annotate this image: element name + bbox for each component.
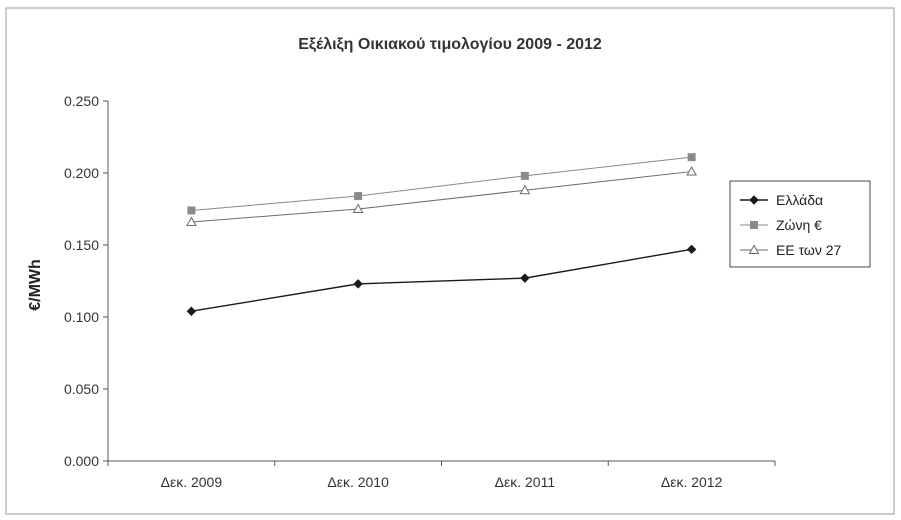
- legend-marker: [748, 244, 760, 254]
- y-tick-label: 0.050: [64, 381, 99, 397]
- series-point: [186, 216, 197, 226]
- series-point: [687, 153, 696, 162]
- plot-area: 0.000 0.050 0.100 0.150 0.200 0.250 Δεκ. 2009 Δ…: [64, 93, 776, 490]
- series-line: [191, 156, 692, 211]
- series-point: [352, 203, 364, 213]
- legend-label: ΕΕ των 27: [776, 242, 842, 258]
- x-tick-label: Δεκ. 2012: [661, 474, 723, 490]
- chart-title: Εξέλιξη Οικιακού τιμολογίου 2009 - 2012: [298, 36, 602, 53]
- series-point: [354, 192, 363, 201]
- series-point: [686, 166, 697, 176]
- y-tick-label: 0.100: [64, 309, 99, 325]
- y-tick-label: 0.150: [64, 237, 99, 253]
- legend-marker: [749, 195, 759, 205]
- series-point: [519, 184, 531, 195]
- y-tick-label: 0.200: [64, 165, 99, 181]
- legend-label: Ζώνη €: [776, 217, 822, 233]
- x-tick-label: Δεκ. 2010: [327, 474, 389, 490]
- y-tick-label: 0.000: [64, 453, 99, 469]
- legend: Ελλάδα Ζώνη € ΕΕ των 27: [729, 180, 871, 268]
- series-point: [686, 244, 697, 255]
- series-point: [353, 279, 363, 289]
- legend-marker: [750, 221, 758, 229]
- x-tick-label: Δεκ. 2011: [495, 474, 556, 490]
- series-line: [191, 171, 692, 223]
- series-point: [520, 273, 530, 283]
- y-axis-label: €/MWh: [27, 259, 44, 311]
- series-line: [191, 248, 692, 312]
- x-tick-label: Δεκ. 2009: [161, 474, 223, 490]
- series-point: [187, 206, 196, 215]
- y-tick-label: 0.250: [64, 93, 99, 109]
- legend-label: Ελλάδα: [776, 192, 823, 208]
- series-point: [186, 306, 197, 316]
- series-point: [520, 171, 529, 180]
